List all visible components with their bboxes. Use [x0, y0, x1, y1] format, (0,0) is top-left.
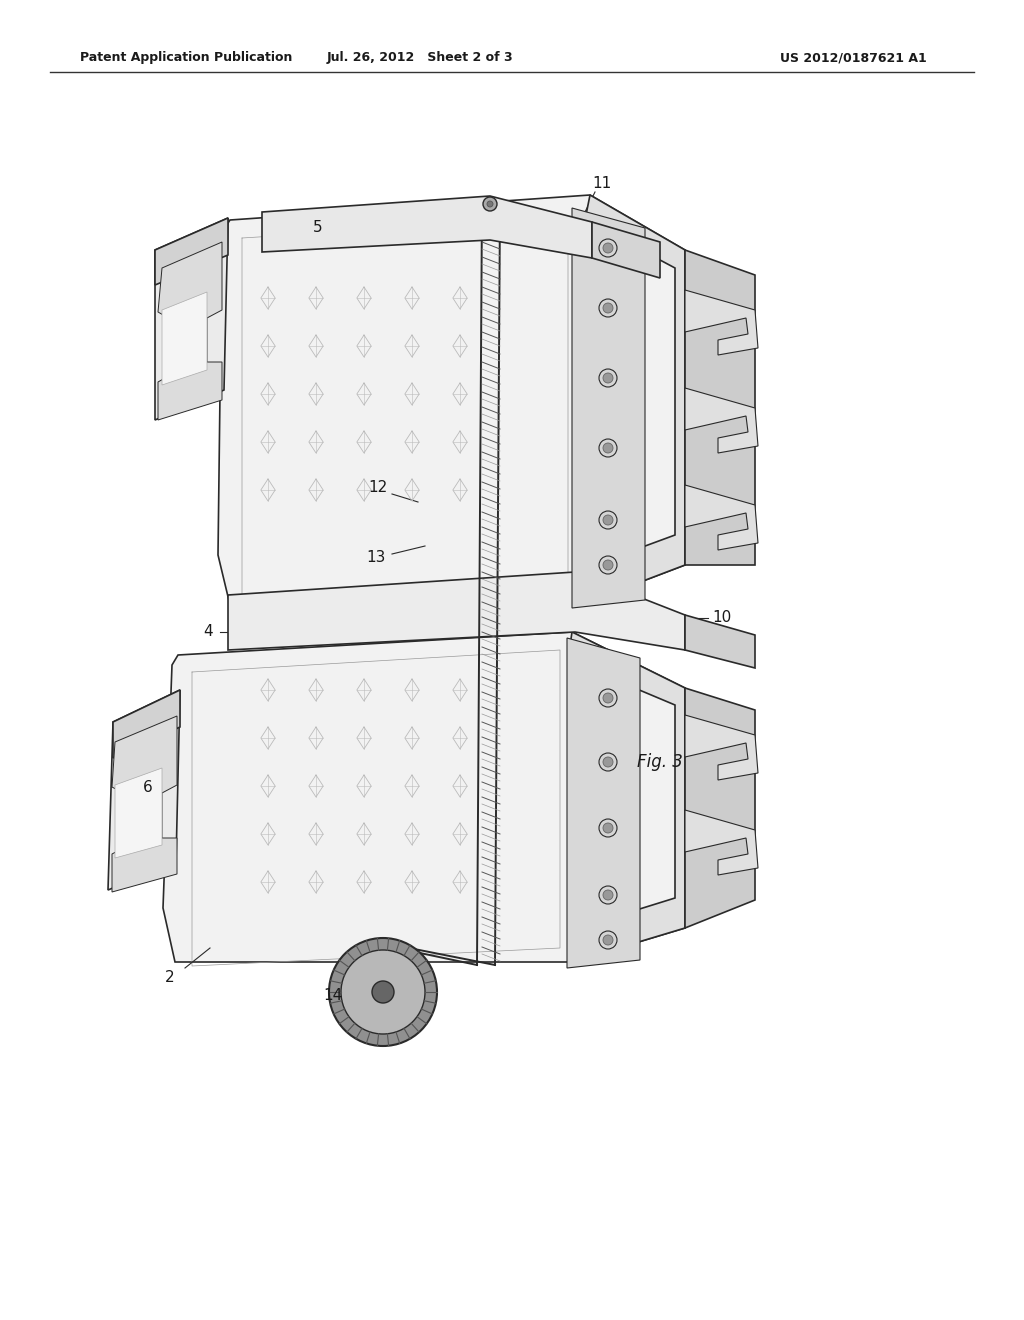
Polygon shape [228, 572, 685, 649]
Circle shape [599, 689, 617, 708]
Polygon shape [685, 249, 755, 565]
Text: Fig. 3: Fig. 3 [637, 752, 683, 771]
Circle shape [603, 560, 613, 570]
Text: 5: 5 [313, 220, 323, 235]
Polygon shape [218, 195, 685, 605]
Circle shape [603, 444, 613, 453]
Circle shape [599, 818, 617, 837]
Circle shape [599, 511, 617, 529]
Polygon shape [685, 810, 758, 875]
Polygon shape [158, 242, 222, 420]
Circle shape [603, 693, 613, 704]
Polygon shape [567, 638, 640, 968]
Circle shape [603, 374, 613, 383]
Polygon shape [162, 292, 207, 385]
Circle shape [603, 243, 613, 253]
Polygon shape [685, 388, 758, 453]
Text: US 2012/0187621 A1: US 2012/0187621 A1 [780, 51, 927, 65]
Text: 14: 14 [324, 989, 343, 1003]
Text: 11: 11 [592, 177, 611, 191]
Circle shape [599, 752, 617, 771]
Circle shape [603, 515, 613, 525]
Polygon shape [113, 690, 180, 758]
Polygon shape [108, 690, 180, 890]
Circle shape [603, 822, 613, 833]
Circle shape [599, 931, 617, 949]
Circle shape [599, 239, 617, 257]
Polygon shape [580, 195, 685, 605]
Text: 10: 10 [713, 610, 731, 626]
Polygon shape [163, 632, 685, 962]
Circle shape [483, 197, 497, 211]
Circle shape [599, 300, 617, 317]
Circle shape [599, 556, 617, 574]
Polygon shape [155, 218, 228, 285]
Circle shape [599, 370, 617, 387]
Polygon shape [115, 768, 162, 858]
Polygon shape [262, 195, 592, 257]
Circle shape [329, 939, 437, 1045]
Polygon shape [685, 688, 755, 928]
Text: 2: 2 [165, 970, 175, 986]
Circle shape [487, 201, 493, 207]
Polygon shape [685, 290, 758, 355]
Circle shape [603, 304, 613, 313]
Text: 13: 13 [367, 550, 386, 565]
Text: 12: 12 [369, 480, 388, 495]
Circle shape [372, 981, 394, 1003]
Polygon shape [685, 715, 758, 780]
Polygon shape [685, 615, 755, 668]
Circle shape [603, 890, 613, 900]
Polygon shape [112, 715, 177, 892]
Polygon shape [685, 484, 758, 550]
Text: 4: 4 [203, 624, 213, 639]
Circle shape [599, 440, 617, 457]
Polygon shape [592, 222, 660, 279]
Polygon shape [568, 632, 685, 962]
Text: Jul. 26, 2012   Sheet 2 of 3: Jul. 26, 2012 Sheet 2 of 3 [327, 51, 513, 65]
Circle shape [603, 756, 613, 767]
Circle shape [603, 935, 613, 945]
Circle shape [341, 950, 425, 1034]
Text: 6: 6 [143, 780, 153, 796]
Polygon shape [155, 218, 228, 420]
Text: Patent Application Publication: Patent Application Publication [80, 51, 293, 65]
Polygon shape [572, 209, 645, 609]
Circle shape [599, 886, 617, 904]
